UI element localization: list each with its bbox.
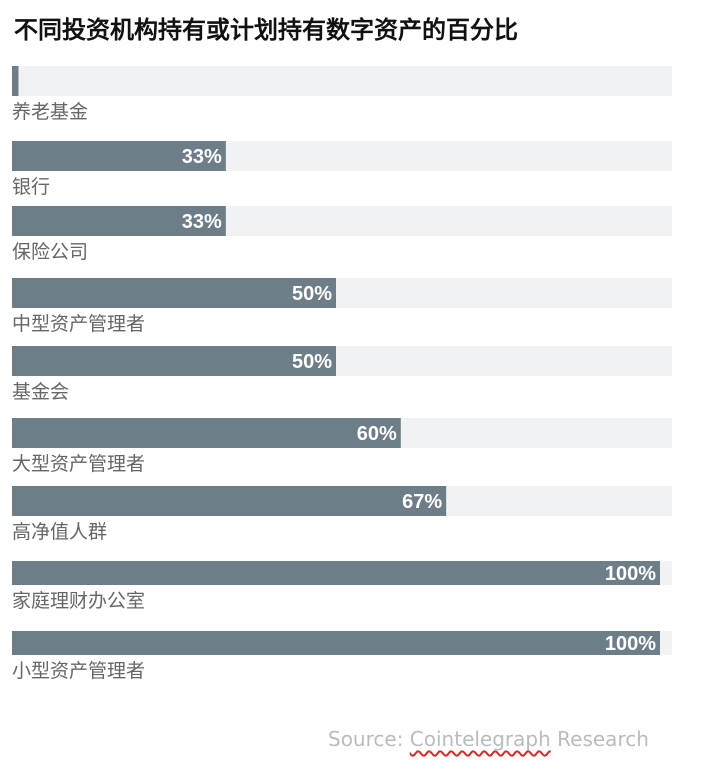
- bar-value-label: 67%: [402, 491, 442, 513]
- bar-track: [12, 66, 672, 96]
- bar-value-label: 100%: [605, 563, 656, 585]
- bar: [12, 418, 401, 448]
- category-label: 高净值人群: [12, 521, 107, 543]
- bar: [12, 561, 660, 585]
- bar: [12, 486, 447, 516]
- bar: [12, 141, 226, 171]
- source-prefix: Source:: [328, 727, 410, 751]
- bar-value-label: 33%: [182, 146, 222, 168]
- bar-value-label: 100%: [605, 633, 656, 655]
- category-label: 保险公司: [12, 241, 88, 263]
- bar-value-label: 33%: [182, 211, 222, 233]
- chart-title: 不同投资机构持有或计划持有数字资产的百分比: [14, 16, 518, 44]
- bar: [12, 346, 336, 376]
- bar: [12, 206, 226, 236]
- bar: [12, 66, 19, 96]
- source-suffix: Research: [550, 727, 649, 751]
- category-label: 养老基金: [12, 101, 88, 123]
- category-label: 基金会: [12, 381, 69, 403]
- category-label: 中型资产管理者: [12, 313, 145, 335]
- category-label: 大型资产管理者: [12, 453, 145, 475]
- source-note: Source: Cointelegraph Research: [328, 727, 649, 751]
- category-label: 家庭理财办公室: [12, 590, 145, 612]
- bar-value-label: 50%: [292, 283, 332, 305]
- bar: [12, 278, 336, 308]
- source-name: Cointelegraph: [409, 727, 551, 751]
- category-label: 银行: [12, 176, 50, 198]
- bar-value-label: 60%: [357, 423, 397, 445]
- category-label: 小型资产管理者: [12, 660, 145, 682]
- bar-value-label: 50%: [292, 351, 332, 373]
- bar: [12, 631, 660, 655]
